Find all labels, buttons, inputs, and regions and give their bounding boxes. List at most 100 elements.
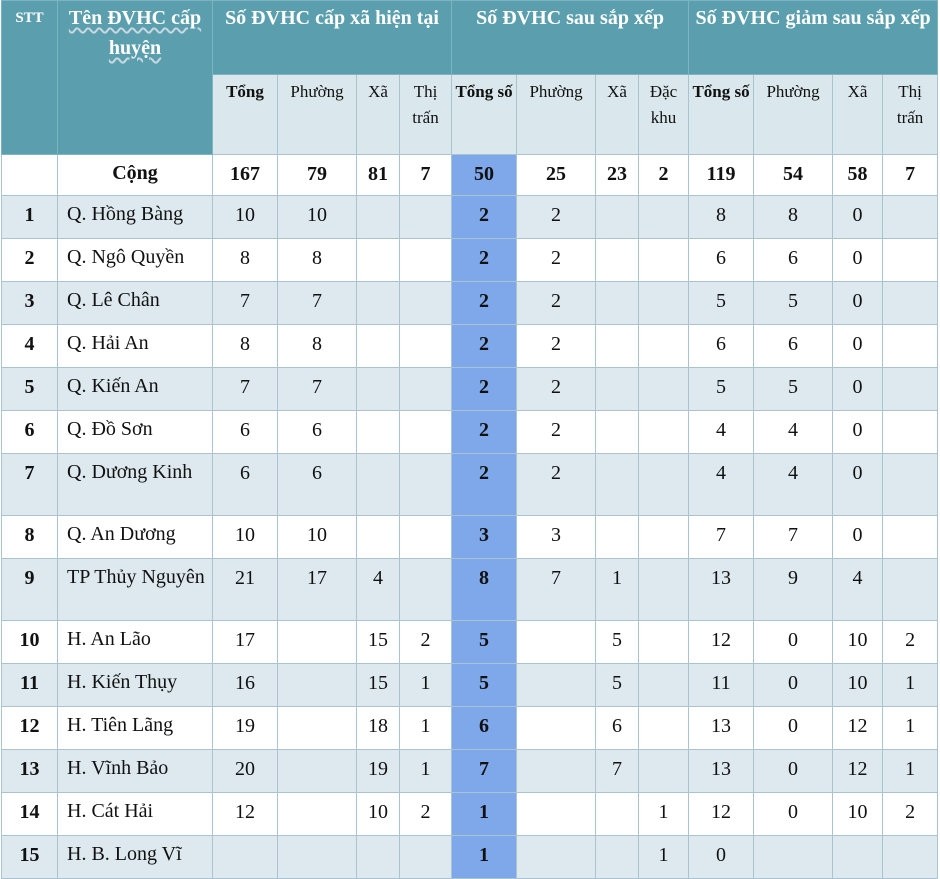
value-cell-9: 0 xyxy=(753,706,834,750)
value-cell-4: 7 xyxy=(451,749,518,793)
value-cell-7: 1 xyxy=(638,792,690,836)
value-cell-9: 4 xyxy=(753,410,834,454)
value-cell-6: 5 xyxy=(595,663,640,707)
value-cell-8: 12 xyxy=(688,792,755,836)
value-cell-3 xyxy=(398,558,453,621)
value-cell-6 xyxy=(595,238,640,282)
unit-name-cell: Q. Ngô Quyền xyxy=(57,238,213,282)
value-cell-3: 7 xyxy=(398,154,453,196)
table-row: 5 Q. Kiến An 7 7 2 2 5 5 0 xyxy=(1,367,939,411)
value-cell-8: 6 xyxy=(688,324,755,368)
value-cell-7 xyxy=(638,558,690,621)
stt-cell: 3 xyxy=(1,281,58,325)
value-cell-2: 15 xyxy=(356,663,400,707)
value-cell-10: 0 xyxy=(832,281,884,325)
value-cell-3 xyxy=(398,281,453,325)
value-cell-6: 1 xyxy=(595,558,640,621)
table-row: 1 Q. Hồng Bàng 10 10 2 2 8 8 0 xyxy=(1,195,939,239)
value-cell-11: 2 xyxy=(882,620,939,664)
value-cell-0: 12 xyxy=(212,792,278,836)
value-cell-3: 1 xyxy=(398,663,453,707)
value-cell-7 xyxy=(638,410,690,454)
subheader-4: Tổng số xyxy=(451,74,518,155)
value-cell-5 xyxy=(516,706,597,750)
value-cell-1: 7 xyxy=(277,367,357,411)
value-cell-1 xyxy=(277,663,357,707)
value-cell-10: 10 xyxy=(832,663,884,707)
value-cell-1 xyxy=(277,792,357,836)
value-cell-5: 2 xyxy=(516,410,597,454)
value-cell-8: 6 xyxy=(688,238,755,282)
value-cell-10: 10 xyxy=(832,792,884,836)
value-cell-0: 10 xyxy=(212,195,278,239)
value-cell-1: 17 xyxy=(277,558,357,621)
value-cell-3: 1 xyxy=(398,706,453,750)
subheader-9: Phường xyxy=(753,74,834,155)
value-cell-10: 12 xyxy=(832,706,884,750)
value-cell-5 xyxy=(516,835,597,879)
value-cell-0: 6 xyxy=(212,410,278,454)
value-cell-6 xyxy=(595,410,640,454)
value-cell-5: 2 xyxy=(516,195,597,239)
value-cell-1 xyxy=(277,835,357,879)
subheader-7: Đặc khu xyxy=(638,74,690,155)
value-cell-11 xyxy=(882,238,939,282)
value-cell-4: 3 xyxy=(451,515,518,559)
value-cell-11: 2 xyxy=(882,792,939,836)
value-cell-3 xyxy=(398,453,453,516)
value-cell-2: 4 xyxy=(356,558,400,621)
value-cell-7 xyxy=(638,706,690,750)
value-cell-8: 8 xyxy=(688,195,755,239)
value-cell-1: 7 xyxy=(277,281,357,325)
header-group-current: Số ĐVHC cấp xã hiện tại xyxy=(211,0,453,75)
value-cell-0: 7 xyxy=(212,281,278,325)
subheader-8: Tổng số xyxy=(688,74,755,155)
value-cell-2 xyxy=(356,281,400,325)
subheader-3: Thị trấn xyxy=(398,74,453,155)
value-cell-10: 10 xyxy=(832,620,884,664)
value-cell-7 xyxy=(638,281,690,325)
value-cell-11 xyxy=(882,410,939,454)
value-cell-0: 16 xyxy=(212,663,278,707)
unit-name-cell: TP Thủy Nguyên xyxy=(57,558,213,621)
value-cell-10: 4 xyxy=(832,558,884,621)
value-cell-5: 3 xyxy=(516,515,597,559)
stt-cell: 2 xyxy=(1,238,58,282)
value-cell-2: 15 xyxy=(356,620,400,664)
value-cell-10: 12 xyxy=(832,749,884,793)
value-cell-1: 10 xyxy=(277,195,357,239)
value-cell-11 xyxy=(882,324,939,368)
value-cell-0: 8 xyxy=(212,324,278,368)
value-cell-8: 11 xyxy=(688,663,755,707)
value-cell-11 xyxy=(882,195,939,239)
unit-name-cell: H. B. Long Vĩ xyxy=(57,835,213,879)
value-cell-5 xyxy=(516,620,597,664)
value-cell-5 xyxy=(516,749,597,793)
value-cell-4: 8 xyxy=(451,558,518,621)
value-cell-3 xyxy=(398,324,453,368)
value-cell-1: 79 xyxy=(277,154,357,196)
value-cell-0: 6 xyxy=(212,453,278,516)
stt-cell: 15 xyxy=(1,835,58,879)
value-cell-3: 2 xyxy=(398,620,453,664)
value-cell-8: 13 xyxy=(688,706,755,750)
table-row: 4 Q. Hải An 8 8 2 2 6 6 0 xyxy=(1,324,939,368)
value-cell-9: 6 xyxy=(753,238,834,282)
value-cell-8: 12 xyxy=(688,620,755,664)
value-cell-7 xyxy=(638,195,690,239)
stt-cell: 4 xyxy=(1,324,58,368)
value-cell-0 xyxy=(212,835,278,879)
value-cell-2 xyxy=(356,324,400,368)
value-cell-1: 8 xyxy=(277,324,357,368)
value-cell-10: 0 xyxy=(832,324,884,368)
value-cell-8: 4 xyxy=(688,410,755,454)
value-cell-10: 58 xyxy=(832,154,884,196)
value-cell-8: 119 xyxy=(688,154,755,196)
value-cell-11: 1 xyxy=(882,663,939,707)
value-cell-2 xyxy=(356,238,400,282)
unit-name-cell: H. Kiến Thụy xyxy=(57,663,213,707)
value-cell-4: 2 xyxy=(451,238,518,282)
stt-cell: 7 xyxy=(1,453,58,516)
value-cell-6 xyxy=(595,792,640,836)
value-cell-6 xyxy=(595,324,640,368)
